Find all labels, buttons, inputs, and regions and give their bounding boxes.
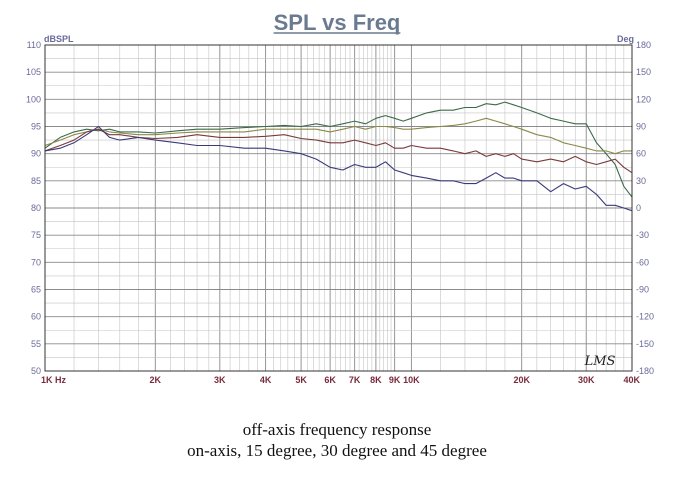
right-axis-tick-label: -150 <box>636 339 654 349</box>
left-axis-tick-label: 95 <box>31 122 41 132</box>
spl-vs-freq-chart: SPL vs Freq dBSPL Deg 110 105 100 95 90 85 80 7… <box>26 10 654 385</box>
lms-annotation: LMS <box>584 354 616 369</box>
left-axis-tick-label: 50 <box>31 366 41 376</box>
left-axis-unit-label: dBSPL <box>44 34 74 44</box>
x-axis-tick-label: 30K <box>578 375 595 385</box>
right-axis-tick-label: -120 <box>636 312 654 322</box>
series-line-1 <box>44 101 633 198</box>
left-axis-tick-label: 55 <box>31 339 41 349</box>
right-axis-tick-label: 30 <box>636 176 646 186</box>
series-line-3 <box>44 128 633 174</box>
left-axis-tick-label: 80 <box>31 203 41 213</box>
series-line-4 <box>44 125 633 212</box>
x-axis-tick-label: 40K <box>623 375 640 385</box>
left-axis-tick-label: 60 <box>31 312 41 322</box>
right-axis-unit-label: Deg <box>617 34 634 44</box>
caption-line-2: on-axis, 15 degree, 30 degree and 45 deg… <box>187 441 487 460</box>
series-line-2 <box>44 117 632 155</box>
x-axis-tick-label: 4K <box>260 375 272 385</box>
x-axis-tick-label: 7K <box>349 375 361 385</box>
left-axis-tick-label: 105 <box>26 67 41 77</box>
x-axis-tick-label: 6K <box>324 375 336 385</box>
left-axis-tick-label: 65 <box>31 285 41 295</box>
left-axis-tick-label: 90 <box>31 149 41 159</box>
plot-grid <box>44 44 633 372</box>
right-axis-tick-label: 150 <box>636 67 651 77</box>
right-axis-tick-label: -180 <box>636 366 654 376</box>
x-axis-tick-label: 9K <box>389 375 401 385</box>
plot-frame <box>44 44 633 372</box>
x-axis-tick-label: 8K <box>370 375 382 385</box>
right-axis-tick-label: -30 <box>636 230 649 240</box>
left-axis-tick-label: 70 <box>31 257 41 267</box>
series-lines <box>44 101 633 212</box>
left-axis-tick-label: 110 <box>27 40 41 50</box>
chart-title: SPL vs Freq <box>274 10 401 35</box>
right-axis-tick-label: 0 <box>636 203 641 213</box>
right-axis-tick-label: -60 <box>636 257 649 267</box>
right-axis-tick-label: -90 <box>636 285 649 295</box>
left-axis-tick-labels: 110 105 100 95 90 85 80 75 70 65 60 55 50 <box>26 40 41 376</box>
left-axis-tick-label: 85 <box>31 176 41 186</box>
caption-line-1: off-axis frequency response <box>242 420 432 439</box>
left-axis-tick-label: 100 <box>26 94 41 104</box>
x-axis-tick-label: 20K <box>513 375 530 385</box>
x-axis-tick-labels: 1K Hz 2K 3K 4K 5K 6K 7K 8K 9K 10K 20K 30K 40K <box>41 375 640 385</box>
x-axis-tick-label: 3K <box>214 375 226 385</box>
left-axis-tick-label: 75 <box>31 230 41 240</box>
right-axis-tick-labels: 180 150 120 90 60 30 0 -30 -60 -90 -120 -150 -180 <box>636 40 654 376</box>
x-axis-tick-label: 1K Hz <box>41 375 67 385</box>
right-axis-tick-label: 60 <box>636 149 646 159</box>
right-axis-tick-label: 180 <box>636 40 651 50</box>
right-axis-tick-label: 90 <box>636 122 646 132</box>
x-axis-tick-label: 5K <box>295 375 307 385</box>
x-axis-tick-label: 2K <box>150 375 162 385</box>
right-axis-tick-label: 120 <box>636 94 651 104</box>
x-axis-tick-label: 10K <box>403 375 420 385</box>
